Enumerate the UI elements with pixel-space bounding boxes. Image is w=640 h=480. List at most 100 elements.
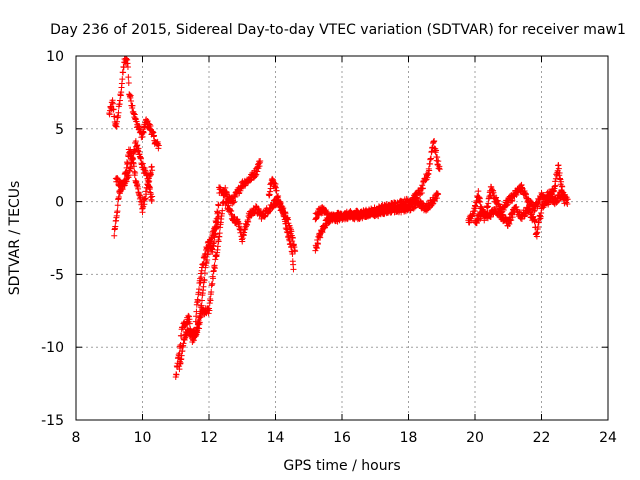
data-point: [289, 235, 296, 242]
data-point: [127, 92, 134, 99]
data-point: [236, 220, 243, 227]
data-point: [127, 165, 134, 172]
data-point: [133, 118, 140, 125]
data-point: [214, 209, 221, 216]
data-point: [313, 245, 320, 252]
data-point: [114, 202, 121, 209]
data-point: [435, 158, 442, 165]
data-point: [192, 318, 199, 325]
data-point: [555, 165, 562, 172]
data-point: [219, 207, 226, 214]
data-point: [428, 155, 435, 162]
data-point: [115, 193, 122, 200]
data-point: [142, 195, 149, 202]
data-point: [196, 286, 203, 293]
data-point: [114, 208, 121, 215]
data-point: [198, 297, 205, 304]
data-point: [115, 109, 122, 116]
data-point: [206, 307, 213, 314]
data-point: [552, 182, 559, 189]
x-tick-label: 10: [134, 430, 152, 446]
data-point: [556, 170, 563, 177]
data-point: [113, 123, 120, 130]
data-point: [252, 172, 259, 179]
data-point: [312, 247, 319, 254]
data-point: [125, 79, 132, 86]
data-point: [435, 191, 442, 198]
data-point: [129, 102, 136, 109]
data-point: [129, 156, 136, 163]
data-point: [509, 214, 516, 221]
data-point: [551, 183, 558, 190]
data-point: [289, 251, 296, 258]
data-point: [140, 195, 147, 202]
y-axis-ticks: -15 -10 -5 0 5 10: [41, 49, 608, 429]
data-point: [433, 147, 440, 154]
data-point: [111, 232, 118, 239]
data-point: [109, 100, 116, 107]
data-point: [146, 121, 153, 128]
data-point: [193, 308, 200, 315]
data-point: [209, 248, 216, 255]
data-point: [119, 76, 126, 83]
data-point: [290, 266, 297, 273]
data-point: [120, 69, 127, 76]
data-point: [178, 332, 185, 339]
data-point: [257, 157, 264, 164]
y-tick-label: 0: [55, 195, 64, 211]
data-point: [209, 280, 216, 287]
data-point: [558, 178, 565, 185]
y-tick-label: 5: [55, 122, 64, 138]
data-point: [125, 74, 132, 81]
x-tick-label: 24: [599, 430, 617, 446]
x-axis-ticks: 8 10 12 14 16 18 20 22 24: [72, 56, 617, 446]
data-point: [470, 211, 477, 218]
data-point: [119, 186, 126, 193]
x-tick-label: 18: [400, 430, 418, 446]
data-point: [196, 319, 203, 326]
data-point: [548, 191, 555, 198]
data-point: [216, 230, 223, 237]
data-point: [197, 279, 204, 286]
data-point: [319, 229, 326, 236]
data-point: [239, 235, 246, 242]
data-point: [283, 220, 290, 227]
data-point: [131, 163, 138, 170]
grid: [76, 56, 608, 420]
data-point: [111, 113, 118, 120]
y-axis-label: SDTVAR / TECUs: [7, 181, 23, 296]
x-tick-label: 8: [72, 430, 81, 446]
data-point: [140, 129, 147, 136]
data-point: [266, 188, 273, 195]
data-point: [563, 199, 570, 206]
data-point: [200, 260, 207, 267]
data-point: [417, 191, 424, 198]
data-point: [215, 202, 222, 209]
data-points: [106, 55, 571, 381]
data-point: [144, 117, 151, 124]
data-point: [112, 223, 119, 230]
data-point: [132, 169, 139, 176]
data-point: [419, 185, 426, 192]
data-point: [215, 219, 222, 226]
data-point: [173, 371, 180, 378]
y-tick-label: -15: [41, 413, 64, 429]
data-point: [559, 183, 566, 190]
data-point: [110, 106, 117, 113]
data-point: [471, 207, 478, 214]
x-tick-label: 12: [200, 430, 218, 446]
data-point: [149, 167, 156, 174]
data-point: [215, 238, 222, 245]
data-point: [508, 217, 515, 224]
data-point: [116, 97, 123, 104]
data-point: [506, 220, 513, 227]
data-point: [261, 213, 268, 220]
x-axis-label: GPS time / hours: [283, 458, 400, 474]
data-point: [194, 298, 201, 305]
x-tick-label: 16: [333, 430, 351, 446]
data-point: [124, 63, 131, 70]
data-point: [210, 275, 217, 282]
data-point: [429, 201, 436, 208]
x-tick-label: 20: [466, 430, 484, 446]
data-point: [176, 366, 183, 373]
